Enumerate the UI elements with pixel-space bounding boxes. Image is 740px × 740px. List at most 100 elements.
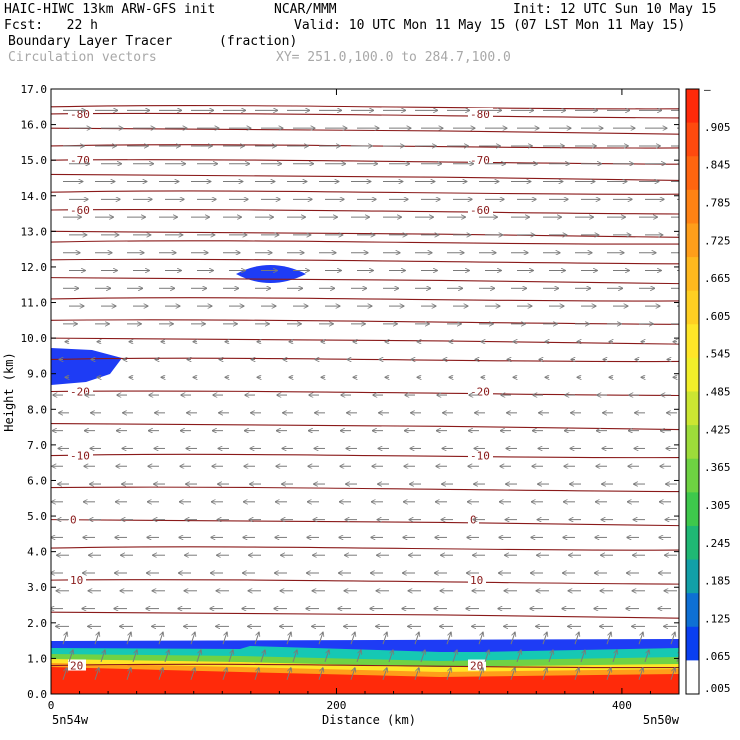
circulation-vector bbox=[388, 650, 393, 663]
temperature-contour-label: -60 bbox=[470, 204, 490, 217]
circulation-vector bbox=[420, 650, 425, 663]
x-tick-label: 400 bbox=[612, 699, 632, 712]
y-tick-label: 9.0 bbox=[27, 368, 47, 381]
contour-label-bg bbox=[468, 154, 493, 166]
circulation-vector bbox=[676, 650, 679, 663]
x-tick-label: 0 bbox=[48, 699, 55, 712]
circulation-vector bbox=[100, 650, 105, 663]
circulation-vector bbox=[542, 632, 547, 645]
circulation-vector bbox=[254, 632, 259, 645]
temperature-contour-line bbox=[51, 230, 679, 238]
cross-section-endpoints: XY= 251.0,100.0 to 284.7,100.0 bbox=[276, 50, 511, 65]
circulation-vector bbox=[254, 668, 259, 680]
circulation-vector bbox=[452, 650, 457, 663]
colorbar-swatch bbox=[686, 290, 699, 325]
temperature-contour-line bbox=[51, 190, 679, 195]
colorbar-swatch bbox=[686, 593, 699, 628]
colorbar-swatch bbox=[686, 559, 699, 594]
x-end-label-left: 5n54w bbox=[52, 713, 89, 727]
circulation-vector bbox=[574, 632, 579, 645]
y-tick-label: 7.0 bbox=[27, 439, 47, 452]
y-tick-label: 14.0 bbox=[21, 190, 48, 203]
colorbar-label: .785 bbox=[704, 196, 731, 209]
x-axis: 0 200 400 bbox=[48, 89, 651, 712]
circulation-vector bbox=[606, 668, 611, 680]
colorbar-label: .905 bbox=[704, 121, 731, 134]
colorbar: – .905 .845 .785 .725 .665 .605 .545 .485 .425 .36… bbox=[685, 83, 731, 695]
circulation-vector bbox=[510, 632, 515, 645]
circulation-vector bbox=[164, 650, 169, 663]
temperature-contour-label: -70 bbox=[470, 154, 490, 167]
temperature-contour-line bbox=[51, 319, 679, 325]
y-tick-label: 5.0 bbox=[27, 510, 47, 523]
temperature-contour-label: -20 bbox=[70, 386, 90, 399]
contour-label-bg bbox=[468, 204, 493, 215]
circulation-vector bbox=[190, 632, 195, 645]
temperature-contour-line bbox=[51, 422, 679, 431]
colorbar-swatch bbox=[686, 425, 699, 460]
circulation-vector bbox=[638, 668, 643, 680]
colorbar-swatch bbox=[686, 458, 699, 493]
circulation-vector bbox=[670, 632, 675, 645]
colorbar-swatch bbox=[686, 492, 699, 527]
colorbar-label: .425 bbox=[704, 423, 731, 436]
y-tick-label: 2.0 bbox=[27, 617, 47, 630]
colorbar-label: .485 bbox=[704, 386, 731, 399]
circulation-vector bbox=[318, 632, 323, 645]
circulation-vector bbox=[382, 668, 387, 680]
circulation-vector bbox=[62, 668, 67, 680]
circulation-vector bbox=[158, 632, 163, 645]
contour-label-bg bbox=[468, 385, 493, 397]
temperature-contour-line bbox=[51, 208, 679, 215]
temperature-contour-line bbox=[51, 390, 679, 397]
temperature-contour-line bbox=[51, 258, 679, 265]
temperature-contour-line bbox=[51, 453, 679, 459]
y-tick-label: 0.0 bbox=[27, 688, 47, 701]
temperature-contour-line bbox=[51, 663, 679, 669]
colorbar-swatch bbox=[686, 89, 699, 124]
colorbar-swatch bbox=[686, 223, 699, 258]
temperature-contour-label: 10 bbox=[470, 574, 483, 587]
colorbar-label: .845 bbox=[704, 159, 731, 172]
contour-label-bg bbox=[68, 574, 86, 586]
circulation-vector bbox=[510, 668, 515, 680]
y-axis-label: Height (km) bbox=[2, 352, 16, 431]
colorbar-swatch bbox=[686, 391, 699, 426]
temperature-contour-label: 10 bbox=[70, 574, 83, 587]
contour-label-bg bbox=[68, 449, 93, 461]
circulation-vector bbox=[68, 650, 73, 663]
colorbar-swatch bbox=[686, 660, 699, 695]
temperature-contour-line bbox=[51, 240, 679, 245]
circulation-vector bbox=[228, 650, 233, 663]
temperature-contour-label: -10 bbox=[470, 450, 490, 463]
x-end-label-right: 5n50w bbox=[643, 713, 680, 727]
colorbar-swatch bbox=[686, 525, 699, 561]
circulation-vector bbox=[574, 668, 579, 680]
circulation-vector bbox=[350, 632, 355, 645]
temperature-contour-label: 0 bbox=[70, 514, 77, 527]
colorbar-swatch bbox=[686, 626, 699, 661]
temperature-contour-line bbox=[51, 112, 679, 119]
y-tick-label: 8.0 bbox=[27, 403, 47, 416]
temperature-contour-line bbox=[51, 579, 679, 585]
circulation-vector bbox=[516, 650, 521, 663]
circulation-vector bbox=[94, 632, 99, 645]
circulation-vector bbox=[382, 632, 387, 645]
vector-legend: Circulation vectors bbox=[8, 50, 157, 65]
colorbar-swatch bbox=[686, 257, 699, 292]
temperature-contour-line bbox=[51, 104, 679, 110]
colorbar-swatch bbox=[686, 156, 699, 191]
y-tick-label: 11.0 bbox=[21, 297, 48, 310]
circulation-vector bbox=[222, 668, 227, 680]
temperature-contour-line bbox=[51, 337, 679, 345]
contour-label-bg bbox=[468, 107, 493, 119]
circulation-vector bbox=[318, 668, 323, 680]
circulation-vector bbox=[446, 632, 451, 645]
x-tick-label: 200 bbox=[327, 699, 347, 712]
contour-label-bg bbox=[468, 574, 486, 586]
temperature-contour-label: -60 bbox=[70, 204, 90, 217]
colorbar-label: .005 bbox=[704, 682, 731, 695]
contour-label-bg bbox=[68, 204, 93, 215]
colorbar-frame bbox=[685, 88, 700, 695]
colorbar-swatch bbox=[686, 324, 699, 359]
